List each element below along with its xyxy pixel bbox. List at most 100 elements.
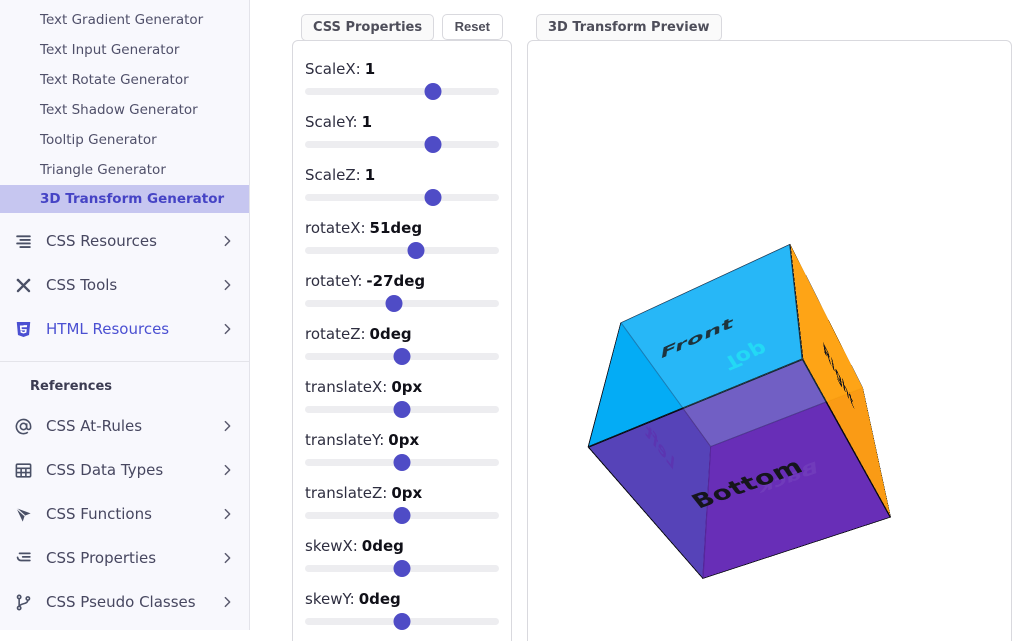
reset-button[interactable]: Reset xyxy=(441,14,503,40)
slider-group-rotatey: rotateY: -27deg xyxy=(305,272,499,312)
slider-value: 1 xyxy=(361,113,373,131)
slider-thumb[interactable] xyxy=(393,612,411,630)
preview-panel-tab: 3D Transform Preview xyxy=(536,14,722,41)
sidebar-item-text-input-generator[interactable]: Text Input Generator xyxy=(40,42,180,58)
sidebar-item-css-at-rules[interactable]: CSS At-Rules xyxy=(0,404,249,448)
slider-track[interactable] xyxy=(305,141,499,148)
slider-label: translateZ: 0px xyxy=(305,484,423,502)
slider-thumb[interactable] xyxy=(424,135,442,153)
slider-label: rotateX: 51deg xyxy=(305,219,423,237)
send-triangle-icon xyxy=(14,505,33,524)
chevron-right-icon xyxy=(219,462,235,478)
tools-icon xyxy=(14,276,33,295)
slider-label: ScaleX: 1 xyxy=(305,60,376,78)
slider-value: -27deg xyxy=(366,272,426,290)
css-properties-panel-tab: CSS Properties xyxy=(301,14,435,41)
slider-thumb[interactable] xyxy=(393,506,411,524)
translatey-slider[interactable] xyxy=(305,453,499,471)
css-bracket-icon xyxy=(14,549,33,568)
sidebar-divider xyxy=(0,361,249,362)
slider-label: ScaleZ: 1 xyxy=(305,166,376,184)
slider-value: 0deg xyxy=(361,537,404,555)
slider-value: 0px xyxy=(391,484,423,502)
rotatez-slider[interactable] xyxy=(305,347,499,365)
chevron-right-icon xyxy=(219,506,235,522)
resources-nav: CSS Resources CSS Tools HTML Resources xyxy=(0,219,249,351)
slider-value: 1 xyxy=(364,60,376,78)
sidebar-item-text-rotate-generator[interactable]: Text Rotate Generator xyxy=(40,72,189,88)
rotatey-slider[interactable] xyxy=(305,294,499,312)
cube-face-right-label: Right xyxy=(821,337,856,414)
slider-thumb[interactable] xyxy=(407,241,425,259)
slider-group-rotatex: rotateX: 51deg xyxy=(305,219,499,259)
slider-value: 1 xyxy=(364,166,376,184)
scaley-slider[interactable] xyxy=(305,135,499,153)
chevron-right-icon xyxy=(219,594,235,610)
chevron-right-icon xyxy=(219,321,235,337)
translatex-slider[interactable] xyxy=(305,400,499,418)
slider-value: 0deg xyxy=(369,325,412,343)
sidebar-item-css-functions[interactable]: CSS Functions xyxy=(0,492,249,536)
nav-item-label: CSS At-Rules xyxy=(46,417,143,435)
slider-group-scalez: ScaleZ: 1 xyxy=(305,166,499,206)
sidebar-item-css-properties[interactable]: CSS Properties xyxy=(0,536,249,580)
slider-group-scalex: ScaleX: 1 xyxy=(305,60,499,100)
slider-group-skewy: skewY: 0deg xyxy=(305,590,499,630)
translatez-slider[interactable] xyxy=(305,506,499,524)
slider-group-skewx: skewX: 0deg xyxy=(305,537,499,577)
slider-value: 0deg xyxy=(358,590,401,608)
sidebar-item-css-tools[interactable]: CSS Tools xyxy=(0,263,249,307)
slider-label: translateY: 0px xyxy=(305,431,420,449)
chevron-right-icon xyxy=(219,550,235,566)
references-nav: CSS At-Rules CSS Data Types CSS Function xyxy=(0,404,249,624)
at-sign-icon xyxy=(14,417,33,436)
sidebar-item-tooltip-generator[interactable]: Tooltip Generator xyxy=(40,132,157,148)
rotatex-slider[interactable] xyxy=(305,241,499,259)
slider-label: rotateZ: 0deg xyxy=(305,325,412,343)
skewx-slider[interactable] xyxy=(305,559,499,577)
slider-thumb[interactable] xyxy=(393,347,411,365)
slider-group-translatex: translateX: 0px xyxy=(305,378,499,418)
nav-item-label: HTML Resources xyxy=(46,320,170,338)
slider-thumb[interactable] xyxy=(393,453,411,471)
sidebar-item-css-data-types[interactable]: CSS Data Types xyxy=(0,448,249,492)
sidebar-item-text-gradient-generator[interactable]: Text Gradient Generator xyxy=(40,12,204,28)
sidebar-item-3d-transform-generator-active[interactable]: 3D Transform Generator xyxy=(0,185,249,213)
nav-item-label: CSS Properties xyxy=(46,549,157,567)
slider-label: skewX: 0deg xyxy=(305,537,404,555)
sidebar: Text Gradient Generator Text Input Gener… xyxy=(0,0,250,630)
references-header: References xyxy=(30,379,113,394)
sidebar-item-triangle-generator[interactable]: Triangle Generator xyxy=(40,162,166,178)
skewy-slider[interactable] xyxy=(305,612,499,630)
slider-thumb[interactable] xyxy=(393,559,411,577)
slider-track[interactable] xyxy=(305,247,499,254)
slider-group-rotatez: rotateZ: 0deg xyxy=(305,325,499,365)
slider-group-translatey: translateY: 0px xyxy=(305,431,499,471)
code-branch-icon xyxy=(14,593,33,612)
sidebar-item-text-shadow-generator[interactable]: Text Shadow Generator xyxy=(40,102,198,118)
html5-shield-icon xyxy=(14,320,33,339)
transform-cube: Back Left Bottom Front Top Rig xyxy=(587,243,891,579)
nav-item-label: CSS Resources xyxy=(46,232,157,250)
cube-face-top-label: Top xyxy=(719,337,773,375)
sidebar-item-css-pseudo-classes[interactable]: CSS Pseudo Classes xyxy=(0,580,249,624)
slider-value: 0px xyxy=(391,378,423,396)
scalex-slider[interactable] xyxy=(305,82,499,100)
sidebar-item-html-resources[interactable]: HTML Resources xyxy=(0,307,249,351)
generator-link-list: Text Gradient Generator Text Input Gener… xyxy=(0,0,249,213)
cube-face-bottom-label: Bottom xyxy=(685,452,808,513)
slider-track[interactable] xyxy=(305,88,499,95)
slider-thumb[interactable] xyxy=(385,294,403,312)
sidebar-item-css-resources[interactable]: CSS Resources xyxy=(0,219,249,263)
slider-track[interactable] xyxy=(305,194,499,201)
slider-thumb[interactable] xyxy=(393,400,411,418)
slider-label: rotateY: -27deg xyxy=(305,272,426,290)
slider-thumb[interactable] xyxy=(424,82,442,100)
main-content: CSS Properties Reset ScaleX: 1 ScaleY: 1 S… xyxy=(250,0,1024,641)
nav-item-label: CSS Data Types xyxy=(46,461,164,479)
css-properties-panel: CSS Properties Reset ScaleX: 1 ScaleY: 1 S… xyxy=(292,14,512,641)
nav-item-label: CSS Tools xyxy=(46,276,118,294)
scalez-slider[interactable] xyxy=(305,188,499,206)
slider-thumb[interactable] xyxy=(424,188,442,206)
